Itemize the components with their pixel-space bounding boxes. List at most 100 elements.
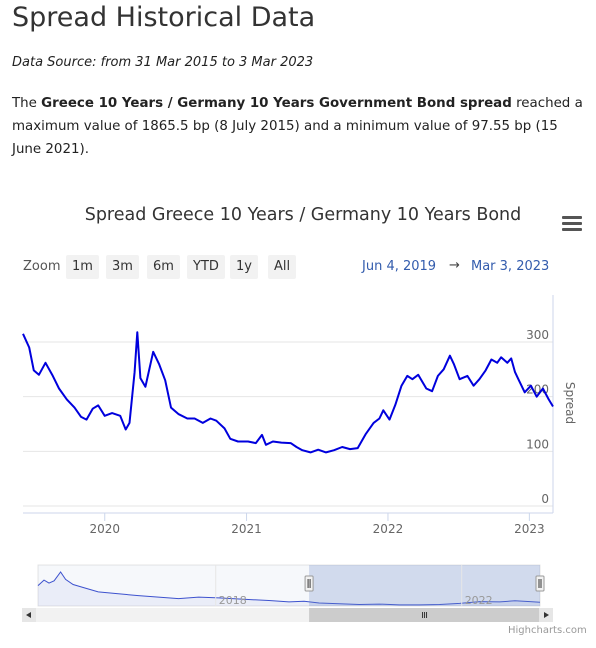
handle-body[interactable] <box>304 575 314 592</box>
data-point[interactable] <box>546 397 551 402</box>
data-point[interactable] <box>516 378 521 383</box>
data-point[interactable] <box>263 442 268 447</box>
data-point[interactable] <box>163 378 168 383</box>
data-point[interactable] <box>347 447 352 452</box>
data-point[interactable] <box>84 417 89 422</box>
data-point[interactable] <box>316 447 321 452</box>
data-point[interactable] <box>509 356 514 361</box>
data-point[interactable] <box>294 444 299 449</box>
navigator-selected-range[interactable] <box>309 565 540 606</box>
data-point[interactable] <box>288 441 293 446</box>
data-point[interactable] <box>381 408 386 413</box>
data-point[interactable] <box>416 372 421 377</box>
data-point[interactable] <box>447 353 452 358</box>
data-point[interactable] <box>495 360 500 365</box>
range-to-date[interactable]: Mar 3, 2023 <box>471 259 550 274</box>
data-point[interactable] <box>43 360 48 365</box>
data-point[interactable] <box>253 441 258 446</box>
data-point[interactable] <box>371 420 376 425</box>
data-point[interactable] <box>534 394 539 399</box>
data-point[interactable] <box>308 450 313 455</box>
data-point[interactable] <box>410 377 415 382</box>
data-point[interactable] <box>540 386 545 391</box>
highcharts-credits-link[interactable]: Highcharts.com <box>508 625 587 636</box>
data-point[interactable] <box>228 436 233 441</box>
data-point[interactable] <box>127 420 132 425</box>
data-point[interactable] <box>551 404 556 409</box>
zoom-1m-button[interactable]: 1m <box>66 255 99 279</box>
data-point[interactable] <box>185 416 190 421</box>
spread-series-line[interactable] <box>22 331 554 454</box>
data-point[interactable] <box>405 373 410 378</box>
data-point[interactable] <box>123 427 128 432</box>
data-point[interactable] <box>483 368 488 373</box>
data-point[interactable] <box>477 377 482 382</box>
navigator-left-handle[interactable] <box>304 575 314 592</box>
data-point[interactable] <box>79 414 84 419</box>
data-point[interactable] <box>21 331 26 336</box>
zoom-6m-button[interactable]: 6m <box>147 255 180 279</box>
data-point[interactable] <box>435 373 440 378</box>
data-point[interactable] <box>102 413 107 418</box>
data-point[interactable] <box>57 386 62 391</box>
data-point[interactable] <box>465 373 470 378</box>
data-point[interactable] <box>451 361 456 366</box>
zoom-3m-button[interactable]: 3m <box>106 255 139 279</box>
data-point[interactable] <box>424 386 429 391</box>
handle-body[interactable] <box>535 575 545 592</box>
data-point[interactable] <box>513 370 518 375</box>
data-point[interactable] <box>270 439 275 444</box>
hamburger-menu-icon[interactable] <box>562 216 582 232</box>
data-point[interactable] <box>441 367 446 372</box>
data-point[interactable] <box>246 439 251 444</box>
data-point[interactable] <box>430 389 435 394</box>
data-point[interactable] <box>151 349 156 354</box>
data-point[interactable] <box>528 383 533 388</box>
zoom-1y-button[interactable]: 1y <box>230 255 258 279</box>
data-point[interactable] <box>110 411 115 416</box>
data-point[interactable] <box>355 446 360 451</box>
data-point[interactable] <box>260 432 265 437</box>
data-point[interactable] <box>393 402 398 407</box>
data-point[interactable] <box>387 417 392 422</box>
data-point[interactable] <box>36 372 41 377</box>
data-point[interactable] <box>90 406 95 411</box>
data-point[interactable] <box>31 368 36 373</box>
navigator-chart[interactable]: 2018 2022 <box>0 560 596 626</box>
data-point[interactable] <box>27 345 32 350</box>
data-point[interactable] <box>96 403 101 408</box>
data-point[interactable] <box>522 390 527 395</box>
data-point[interactable] <box>135 330 140 335</box>
data-point[interactable] <box>236 439 241 444</box>
zoom-all-button[interactable]: All <box>268 255 297 279</box>
navigator-right-handle[interactable] <box>535 575 545 592</box>
data-point[interactable] <box>332 448 337 453</box>
data-point[interactable] <box>147 367 152 372</box>
data-point[interactable] <box>471 383 476 388</box>
data-point[interactable] <box>323 450 328 455</box>
data-point[interactable] <box>222 426 227 431</box>
data-point[interactable] <box>176 412 181 417</box>
data-point[interactable] <box>377 416 382 421</box>
data-point[interactable] <box>399 383 404 388</box>
data-point[interactable] <box>214 418 219 423</box>
data-point[interactable] <box>457 377 462 382</box>
data-point[interactable] <box>168 405 173 410</box>
data-point[interactable] <box>489 357 494 362</box>
data-point[interactable] <box>192 416 197 421</box>
data-point[interactable] <box>340 444 345 449</box>
data-point[interactable] <box>132 370 137 375</box>
data-point[interactable] <box>118 413 123 418</box>
data-point[interactable] <box>156 361 161 366</box>
data-point[interactable] <box>499 355 504 360</box>
zoom-ytd-button[interactable]: YTD <box>187 255 225 279</box>
data-point[interactable] <box>200 420 205 425</box>
data-point[interactable] <box>50 373 55 378</box>
data-point[interactable] <box>300 448 305 453</box>
data-point[interactable] <box>64 397 69 402</box>
data-point[interactable] <box>138 376 143 381</box>
range-from-date[interactable]: Jun 4, 2019 <box>362 259 437 274</box>
data-point[interactable] <box>72 405 77 410</box>
data-point[interactable] <box>208 416 213 421</box>
